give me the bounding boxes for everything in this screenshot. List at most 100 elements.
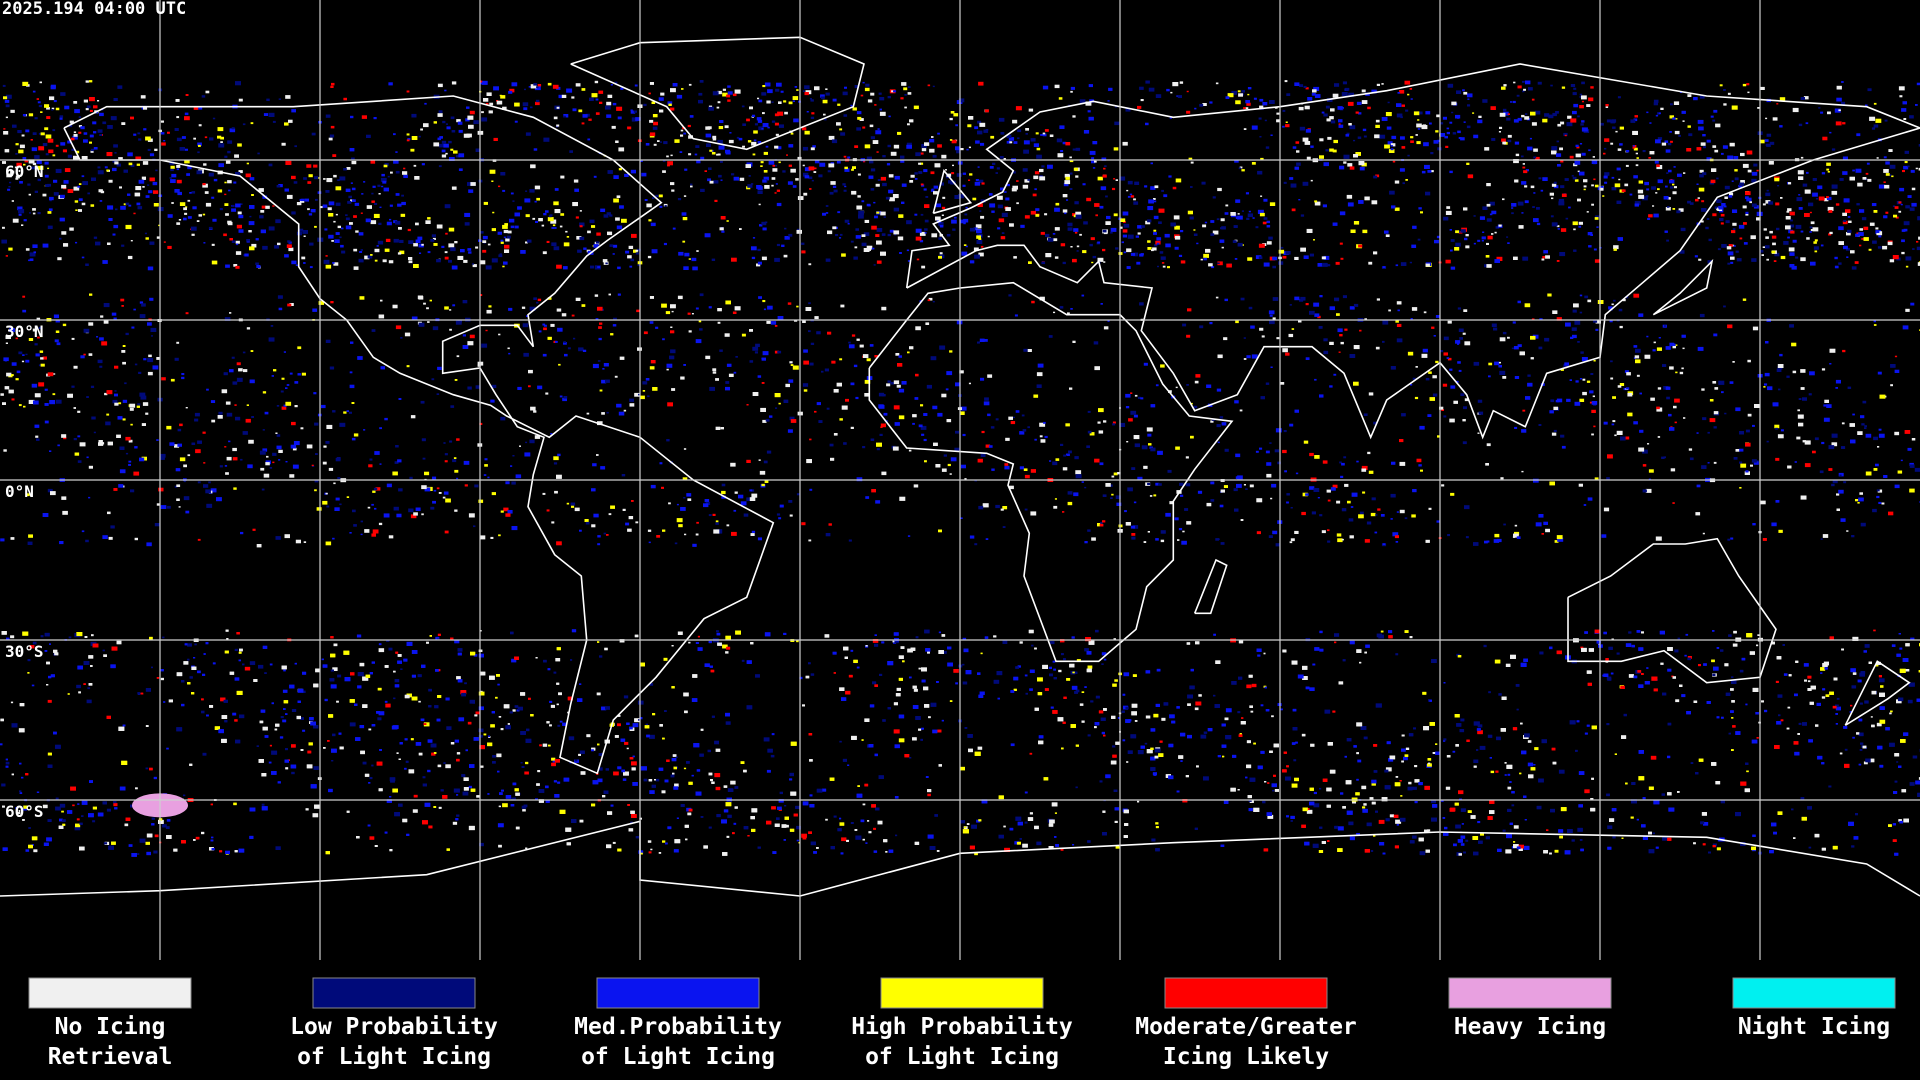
icing-pixel (938, 237, 942, 240)
icing-pixel (1679, 250, 1685, 254)
icing-pixel (257, 152, 260, 155)
icing-pixel (530, 106, 533, 109)
icing-pixel (512, 455, 515, 457)
icing-pixel (1820, 111, 1824, 114)
icing-pixel (1701, 208, 1707, 212)
icing-pixel (1810, 229, 1814, 231)
icing-pixel (872, 140, 879, 144)
icing-pixel (314, 422, 319, 426)
icing-pixel (224, 203, 229, 206)
icing-pixel (280, 390, 284, 393)
icing-pixel (666, 363, 673, 368)
icing-pixel (520, 250, 526, 254)
icing-pixel (242, 123, 246, 126)
icing-pixel (1876, 230, 1880, 233)
icing-pixel (358, 232, 364, 236)
icing-pixel (1140, 397, 1144, 400)
icing-pixel (996, 167, 1000, 170)
icing-pixel (185, 148, 188, 151)
icing-pixel (1126, 266, 1131, 269)
icing-pixel (801, 522, 806, 526)
icing-pixel (1808, 393, 1812, 396)
icing-pixel (233, 181, 237, 184)
icing-pixel (1323, 255, 1330, 260)
icing-pixel (474, 484, 479, 488)
icing-pixel (914, 213, 918, 216)
icing-pixel (217, 127, 224, 132)
icing-pixel (1712, 145, 1717, 148)
icing-pixel (1463, 207, 1468, 211)
icing-pixel (88, 465, 93, 469)
icing-pixel (691, 257, 697, 262)
icing-pixel (203, 163, 207, 166)
icing-pixel (1217, 262, 1220, 265)
icing-pixel (1905, 308, 1910, 312)
icing-pixel (1107, 320, 1110, 322)
icing-pixel (1732, 228, 1736, 230)
icing-pixel (981, 430, 985, 434)
icing-pixel (119, 446, 125, 450)
icing-pixel (514, 120, 518, 123)
icing-pixel (1435, 360, 1439, 364)
icing-pixel (176, 484, 181, 487)
icing-pixel (147, 322, 152, 326)
icing-pixel (511, 526, 518, 531)
icing-pixel (197, 481, 201, 484)
icing-pixel (608, 513, 612, 516)
icing-pixel (1901, 229, 1906, 232)
icing-pixel (796, 305, 799, 308)
icing-pixel (37, 165, 44, 170)
icing-pixel (118, 484, 124, 488)
icing-pixel (1243, 337, 1246, 339)
icing-pixel (1688, 133, 1693, 137)
icing-pixel (616, 225, 623, 230)
icing-pixel (160, 453, 166, 458)
icing-pixel (1013, 171, 1015, 174)
icing-pixel (1603, 175, 1608, 179)
icing-pixel (11, 362, 17, 366)
icing-pixel (1337, 328, 1343, 333)
icing-pixel (1130, 525, 1135, 529)
icing-pixel (1135, 235, 1139, 238)
icing-pixel (1560, 434, 1565, 438)
icing-pixel (332, 262, 335, 264)
icing-pixel (535, 101, 540, 106)
icing-pixel (732, 93, 737, 97)
icing-pixel (765, 145, 769, 148)
icing-pixel (61, 434, 67, 438)
icing-pixel (462, 300, 468, 304)
icing-pixel (1696, 484, 1701, 488)
icing-pixel (754, 123, 758, 126)
icing-pixel (1590, 373, 1594, 375)
icing-pixel (1431, 326, 1435, 329)
icing-pixel (1603, 421, 1608, 425)
icing-pixel (1259, 136, 1262, 138)
icing-pixel (1309, 310, 1315, 315)
icing-pixel (871, 225, 877, 230)
icing-pixel (1153, 215, 1159, 220)
icing-pixel (1384, 144, 1390, 149)
icing-pixel (1023, 149, 1029, 154)
icing-pixel (365, 218, 371, 223)
icing-pixel (998, 218, 1005, 223)
icing-pixel (786, 154, 788, 156)
icing-pixel (534, 185, 541, 190)
icing-pixel (1584, 295, 1589, 299)
icing-pixel (1283, 430, 1287, 433)
icing-pixel (89, 80, 93, 83)
icing-pixel (1224, 448, 1229, 452)
icing-pixel (908, 86, 911, 88)
icing-pixel (456, 438, 460, 441)
icing-pixel (1727, 262, 1731, 265)
icing-pixel (900, 97, 904, 100)
icing-pixel (1797, 170, 1804, 175)
icing-pixel (624, 173, 629, 177)
icing-pixel (1524, 116, 1530, 120)
icing-pixel (886, 383, 891, 387)
icing-pixel (436, 224, 443, 229)
icing-pixel (289, 372, 293, 375)
icing-pixel (1527, 146, 1533, 151)
icing-pixel (1696, 183, 1699, 185)
icing-pixel (1455, 242, 1461, 247)
